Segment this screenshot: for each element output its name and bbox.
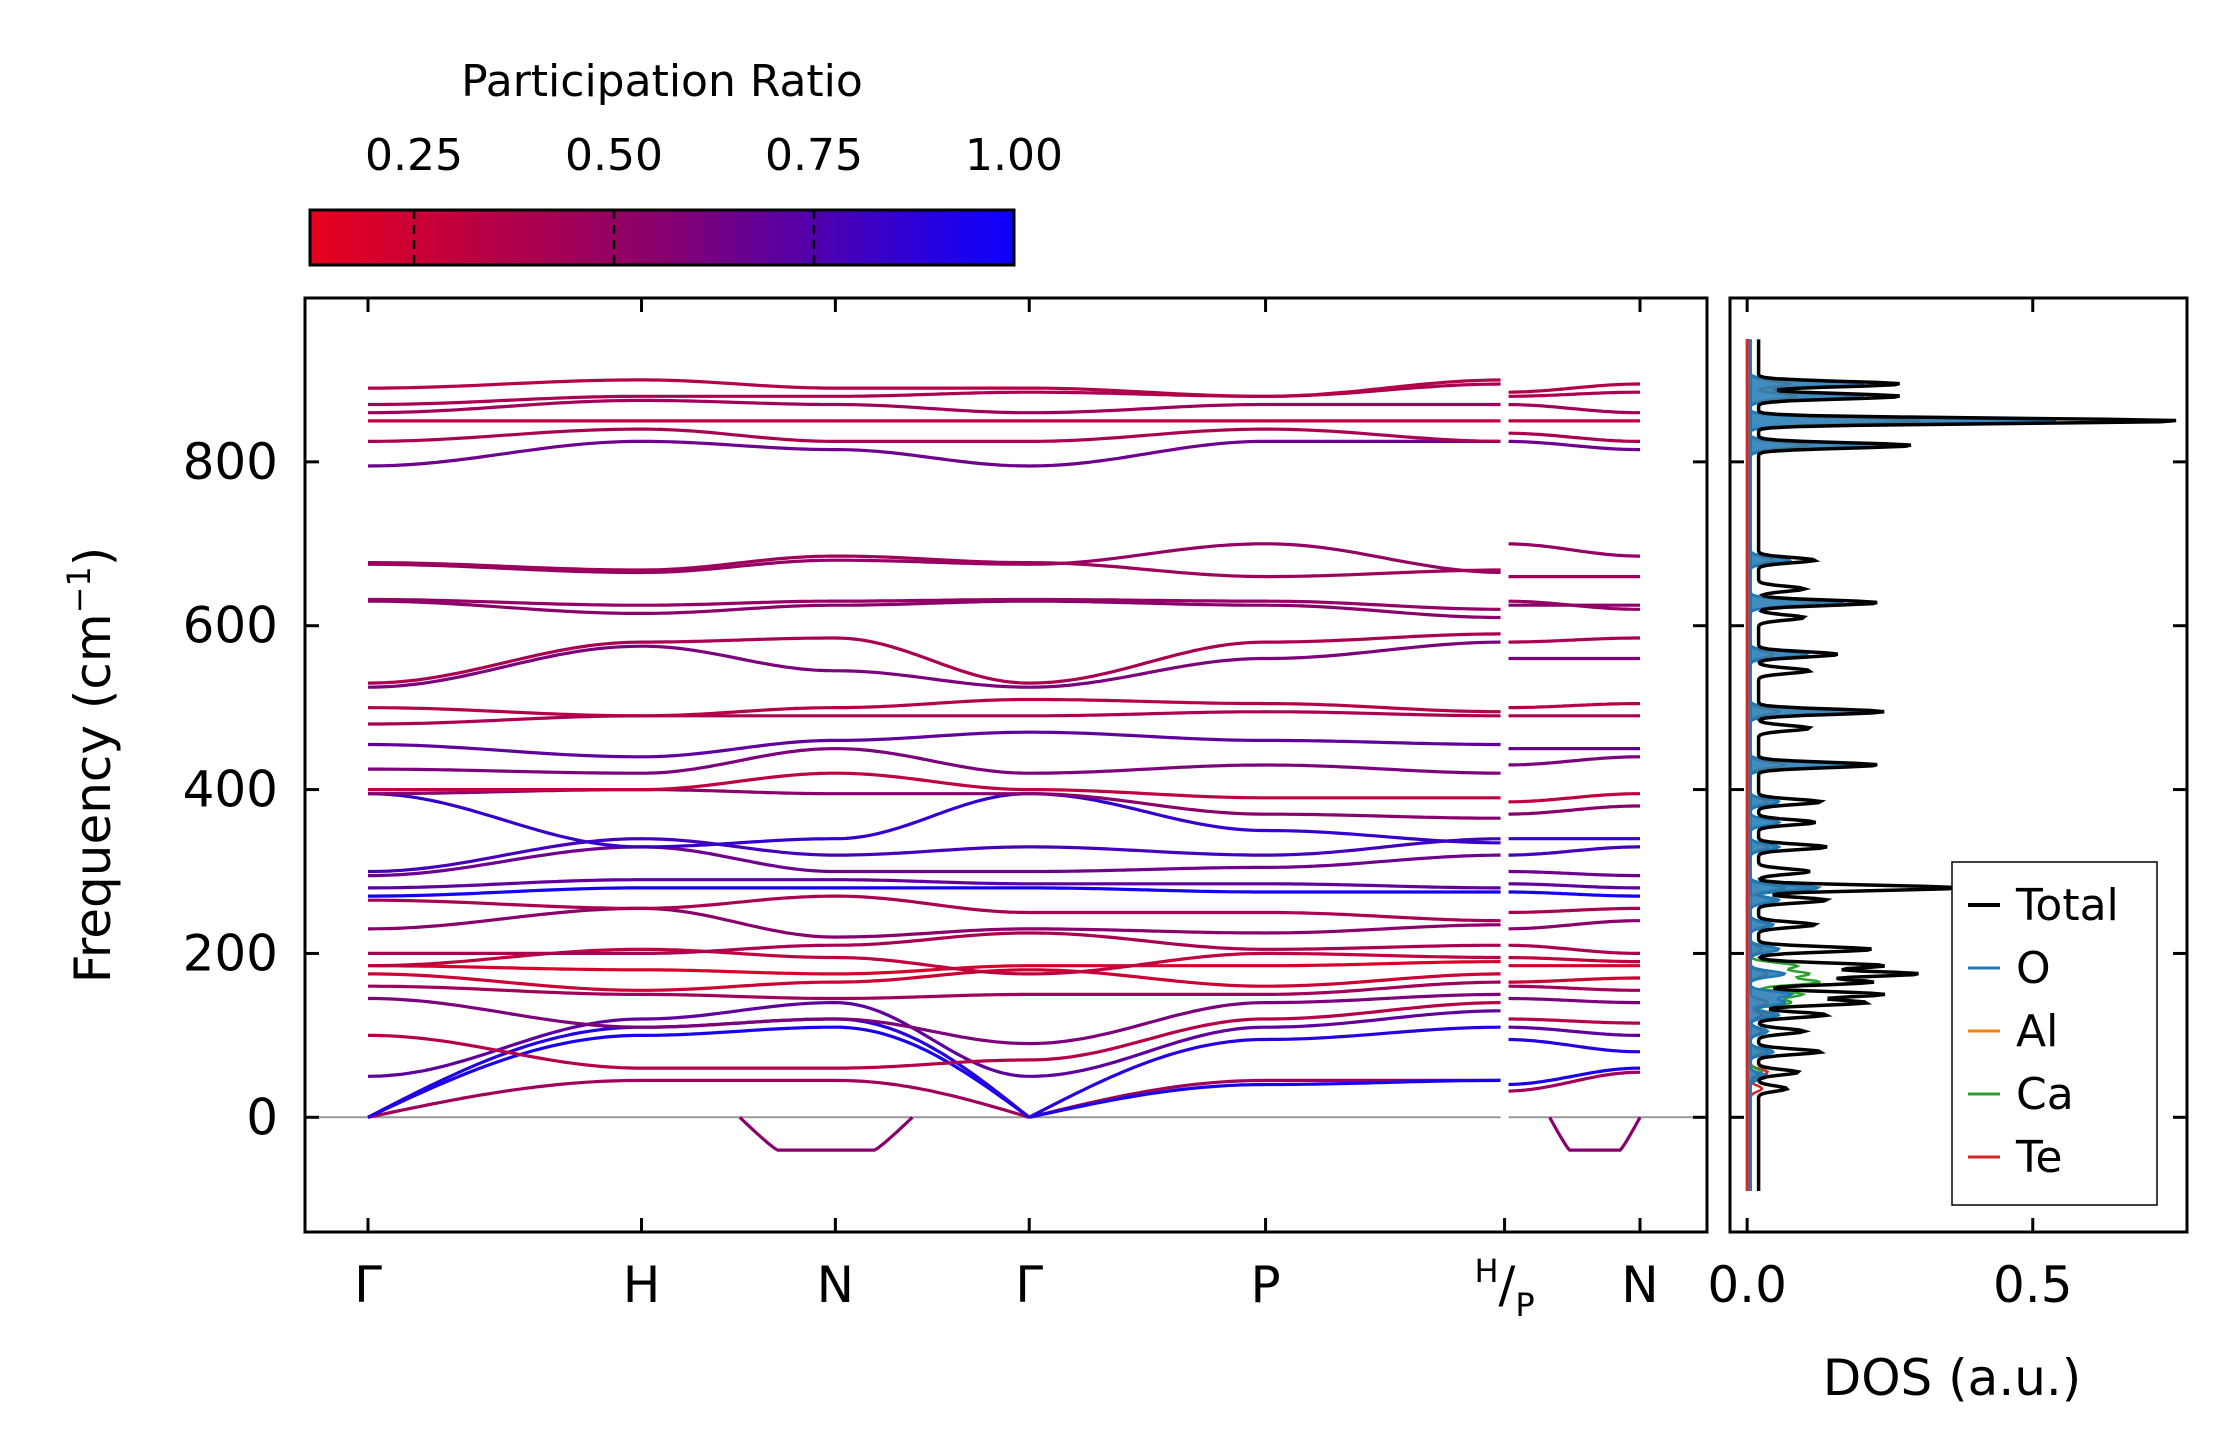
phonon-band [368,931,1640,955]
soft-mode-band [1548,1116,1642,1152]
dos-x-tick-label: 0.5 [1993,1256,2073,1314]
k-point-label: N [1621,1256,1658,1314]
phonon-band [367,599,1640,620]
y-tick-label: 800 [183,433,278,491]
phonon-band [368,398,1640,415]
legend-frame [1951,861,2158,1206]
phonon-band [367,906,1640,939]
phonon-band [367,1070,1641,1119]
legend-label-Ca: Ca [2016,1069,2074,1120]
colorbar-tick-label: 0.75 [765,130,863,181]
colorbar-ticks [412,210,816,265]
dos-panel: 0.0 0.5 DOS (a.u.) Total O Al Ca Te [1707,296,2189,1407]
phonon-band [368,837,1640,874]
dos-frequency-ticks [1730,460,2187,1119]
phonon-band [368,992,1640,1046]
phonon-band [368,1001,1640,1070]
phonon-band [367,1025,1641,1119]
phonon-bands [367,378,1642,1152]
phonon-band [367,1017,1641,1119]
phonon-band [368,886,1640,898]
dos-axis-label: DOS (a.u.) [1823,1349,2082,1407]
band-structure-panel: 0 200 400 600 800 Γ H N Γ P N H/P Frequency (cm−1) [60,296,1709,1324]
dos-axes-frame [1728,296,2189,1234]
frequency-axis-ticks: 0 200 400 600 800 [183,433,1707,1146]
dos-axis-ticks: 0.0 0.5 [1707,298,2073,1314]
phonon-band [367,697,1640,718]
phonon-band [368,771,1640,804]
legend-items: Total O Al Ca Te [1968,880,2119,1183]
colorbar-tick-labels: 0.25 0.50 0.75 1.00 [365,130,1063,181]
phonon-band [368,747,1640,775]
phonon-band [367,792,1640,849]
phonon-band [368,542,1640,575]
legend-label-Total: Total [2015,880,2119,931]
colorbar-tick-label: 1.00 [965,130,1063,181]
phonon-band [368,554,1640,579]
colorbar-gradient [308,208,1016,267]
k-path-ticks: Γ H N Γ P N H/P [354,298,1659,1324]
y-tick-label: 0 [246,1088,278,1146]
phonon-band [368,845,1640,878]
legend: Total O Al Ca Te [1951,861,2158,1206]
colorbar-label: Participation Ratio [461,56,863,107]
dos-curve-Total [1756,339,2177,1191]
y-tick-label: 200 [183,924,278,982]
phonon-band [368,947,1640,976]
dos-x-tick-label: 0.0 [1707,1256,1787,1314]
phonon-band [367,632,1640,685]
legend-label-O: O [2016,943,2051,994]
phonon-band [368,427,1640,443]
phonon-band [368,378,1640,398]
phonon-band [368,730,1640,759]
phonon-band [367,439,1640,468]
phonon-band [368,894,1640,923]
phonon-band [368,960,1640,976]
phonon-band [367,640,1640,689]
legend-label-Te: Te [2015,1132,2062,1183]
k-point-label: P [1250,1256,1280,1314]
y-tick-label: 400 [183,761,278,819]
colorbar-tick-label: 0.50 [565,130,663,181]
dos-curves [1745,338,2177,1192]
legend-label-Al: Al [2016,1006,2058,1057]
phonon-band [368,788,1640,820]
soft-mode-band [738,1116,914,1152]
k-point-break-label: H/P [1474,1252,1534,1324]
k-point-label: Γ [354,1256,382,1314]
phonon-band [368,968,1640,992]
k-point-label: H [623,1256,661,1314]
phonon-band [368,980,1640,1001]
y-tick-label: 600 [183,597,278,655]
frequency-axis-label: Frequency (cm−1) [60,547,122,984]
k-point-label: N [817,1256,854,1314]
phonon-band [368,878,1640,890]
k-point-label: Γ [1015,1256,1043,1314]
phonon-band [368,382,1640,407]
phonon-band [368,597,1640,611]
phonon-band [368,710,1640,726]
colorbar: Participation Ratio 0.25 0.50 0.75 1.00 [308,56,1063,267]
phonon-band [367,1001,1640,1078]
dos-fill-O [1747,339,2056,1191]
band-axes-frame [303,296,1709,1234]
colorbar-tick-label: 0.25 [365,130,463,181]
